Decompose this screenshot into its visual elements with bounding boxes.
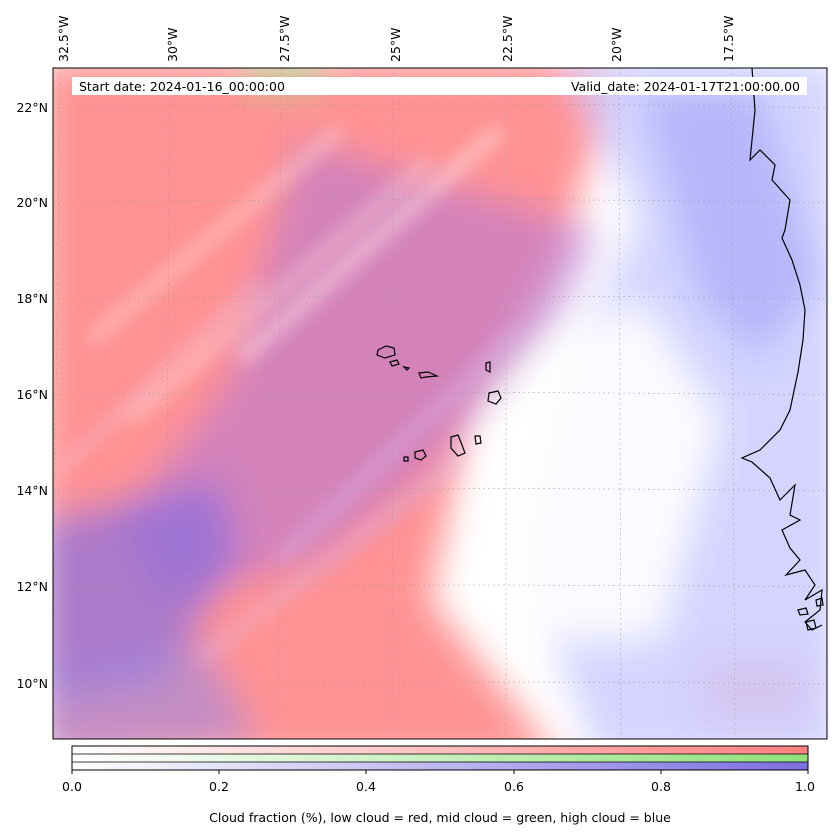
cape-verde-santiago: [450, 434, 466, 457]
valid-date-label: Valid_date: 2024-01-17T21:00:00.00: [571, 79, 800, 94]
lon-label-22-5w: 22.5°W: [500, 16, 515, 62]
date-banner: [72, 77, 807, 95]
cape-verde-fogo: [414, 449, 427, 461]
colorbar-tick-0-6: 0.6: [504, 779, 524, 794]
lon-label-25w: 25°W: [388, 27, 403, 62]
colorbar-low-cloud: [72, 746, 808, 754]
colorbar-tick-marks: [71, 770, 809, 774]
map-frame: [52, 67, 828, 740]
lon-label-32-5w: 32.5°W: [56, 16, 71, 62]
cape-verde-sao-nicolau: [418, 371, 440, 379]
africa-coastline: [740, 68, 823, 631]
lat-label-12n: 12°N: [16, 579, 48, 594]
bijagos-islands: [797, 597, 824, 631]
colorbar-title: Cloud fraction (%), low cloud = red, mid…: [209, 810, 671, 825]
lat-label-18n: 18°N: [16, 291, 48, 306]
colorbar-tick-1-0: 1.0: [795, 779, 815, 794]
lon-label-20w: 20°W: [609, 27, 624, 62]
colorbar-tick-0-8: 0.8: [651, 779, 671, 794]
cape-verde-sal: [485, 361, 491, 373]
colorbar: 0.0 0.2 0.4 0.6 0.8 1.0 Cloud fraction (…: [62, 745, 815, 825]
lat-label-20n: 20°N: [16, 195, 48, 210]
lon-label-30w: 30°W: [165, 27, 180, 62]
longitude-labels: 32.5°W 30°W 27.5°W 25°W 22.5°W 20°W 17.5…: [56, 16, 736, 62]
coastlines: [376, 68, 824, 631]
cloud-field: [53, 68, 827, 739]
lat-label-10n: 10°N: [16, 676, 48, 691]
colorbar-mid-cloud: [72, 754, 808, 762]
cape-verde-santo-antao: [376, 345, 396, 359]
lon-label-27-5w: 27.5°W: [277, 16, 292, 62]
colorbar-tick-0-0: 0.0: [62, 779, 82, 794]
colorbar-high-cloud: [72, 762, 808, 770]
lat-label-22n: 22°N: [16, 100, 48, 115]
latitude-labels: 22°N 20°N 18°N 16°N 14°N 12°N 10°N: [16, 100, 48, 691]
start-date-label: Start date: 2024-01-16_00:00:00: [79, 79, 285, 94]
lat-label-14n: 14°N: [16, 483, 48, 498]
cape-verde-maio: [474, 435, 482, 445]
map-panel: Start date: 2024-01-16_00:00:00 Valid_da…: [53, 68, 827, 739]
graticule: [53, 68, 827, 739]
cape-verde-boa-vista: [487, 390, 502, 405]
lon-label-17-5w: 17.5°W: [721, 16, 736, 62]
cape-verde-santa-luzia: [402, 366, 411, 371]
cape-verde-brava: [403, 456, 409, 462]
colorbar-tick-0-2: 0.2: [209, 779, 229, 794]
lat-label-16n: 16°N: [16, 387, 48, 402]
colorbar-frame: [71, 745, 809, 771]
cape-verde-sao-vicente: [389, 359, 400, 367]
colorbar-tick-0-4: 0.4: [356, 779, 376, 794]
